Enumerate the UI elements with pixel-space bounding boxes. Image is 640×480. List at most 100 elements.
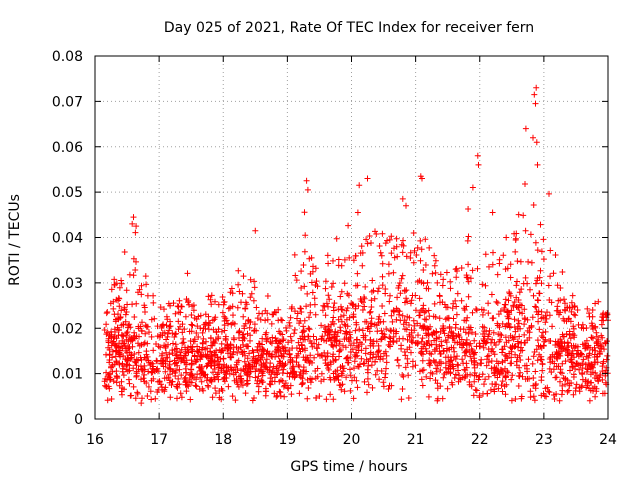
data-point <box>521 321 528 328</box>
data-point <box>570 323 577 330</box>
data-point <box>309 289 316 296</box>
data-point <box>131 314 138 320</box>
data-point <box>547 247 554 254</box>
data-point <box>350 395 357 402</box>
data-point <box>168 382 175 388</box>
data-point <box>352 353 359 360</box>
data-point <box>557 366 564 373</box>
data-point <box>139 395 145 402</box>
data-point <box>596 374 603 381</box>
data-point <box>219 347 226 354</box>
data-point <box>515 383 522 389</box>
data-point <box>539 367 546 374</box>
data-point <box>502 357 509 364</box>
data-point <box>228 285 235 292</box>
data-point <box>433 368 440 375</box>
data-point <box>119 391 125 398</box>
data-point <box>429 370 436 377</box>
data-point <box>499 320 506 327</box>
data-point <box>516 352 523 359</box>
data-point <box>437 383 444 390</box>
data-point <box>197 352 204 359</box>
data-point <box>391 245 397 252</box>
data-point <box>164 330 171 337</box>
data-point <box>158 352 165 359</box>
data-point <box>354 270 361 277</box>
data-point <box>458 297 465 304</box>
data-point <box>419 175 425 182</box>
data-point <box>410 230 417 236</box>
data-point <box>601 346 607 353</box>
data-point <box>474 265 481 272</box>
data-point <box>535 311 542 318</box>
data-point <box>174 395 180 402</box>
data-point <box>598 332 605 339</box>
data-point <box>312 311 319 318</box>
data-point <box>542 312 549 319</box>
data-point <box>569 330 576 337</box>
data-point <box>463 272 470 279</box>
data-point <box>583 384 590 391</box>
data-point <box>362 283 369 290</box>
data-point <box>103 321 110 328</box>
data-point <box>288 305 295 312</box>
data-point <box>234 349 241 356</box>
data-point <box>297 335 304 342</box>
data-point <box>536 326 543 333</box>
data-point <box>329 353 336 360</box>
y-tick-label: 0.01 <box>52 367 83 383</box>
data-point <box>154 358 161 365</box>
data-point <box>234 366 241 372</box>
data-point <box>447 285 454 292</box>
data-point <box>538 315 545 322</box>
data-point <box>418 376 425 383</box>
data-point <box>350 257 357 264</box>
data-point <box>177 323 183 330</box>
data-point <box>277 360 284 367</box>
data-point <box>380 333 387 340</box>
data-point <box>307 309 314 316</box>
data-point <box>368 323 375 330</box>
data-point <box>305 385 312 391</box>
data-point <box>242 305 249 312</box>
data-point <box>367 349 374 356</box>
data-point <box>451 348 458 355</box>
data-point <box>120 353 127 359</box>
data-point <box>467 353 474 360</box>
data-point <box>327 359 334 366</box>
data-point <box>237 373 244 379</box>
data-point <box>437 299 443 306</box>
data-point <box>556 350 563 357</box>
data-point <box>306 314 312 321</box>
data-point <box>211 374 217 381</box>
data-point <box>439 282 446 289</box>
data-point <box>323 396 330 403</box>
data-point <box>423 316 430 323</box>
data-point <box>328 334 335 341</box>
data-point <box>507 274 514 281</box>
data-point <box>126 367 133 374</box>
data-point <box>304 395 311 402</box>
data-point <box>210 369 216 376</box>
data-point <box>489 315 496 322</box>
data-point <box>289 345 296 352</box>
data-point <box>339 368 346 375</box>
data-point <box>142 330 149 337</box>
data-point <box>347 387 354 394</box>
data-point <box>544 384 551 391</box>
data-point <box>322 285 329 292</box>
data-point <box>418 246 425 253</box>
data-point <box>602 339 609 346</box>
data-point <box>133 370 140 377</box>
data-point <box>359 307 366 313</box>
data-point <box>280 383 287 390</box>
data-point <box>212 390 219 397</box>
data-point <box>355 343 362 350</box>
data-point <box>434 395 441 402</box>
data-point <box>253 359 260 365</box>
data-point <box>390 269 397 276</box>
data-point <box>589 385 596 392</box>
data-point <box>130 365 137 372</box>
data-point <box>486 263 492 270</box>
data-point <box>488 291 495 298</box>
